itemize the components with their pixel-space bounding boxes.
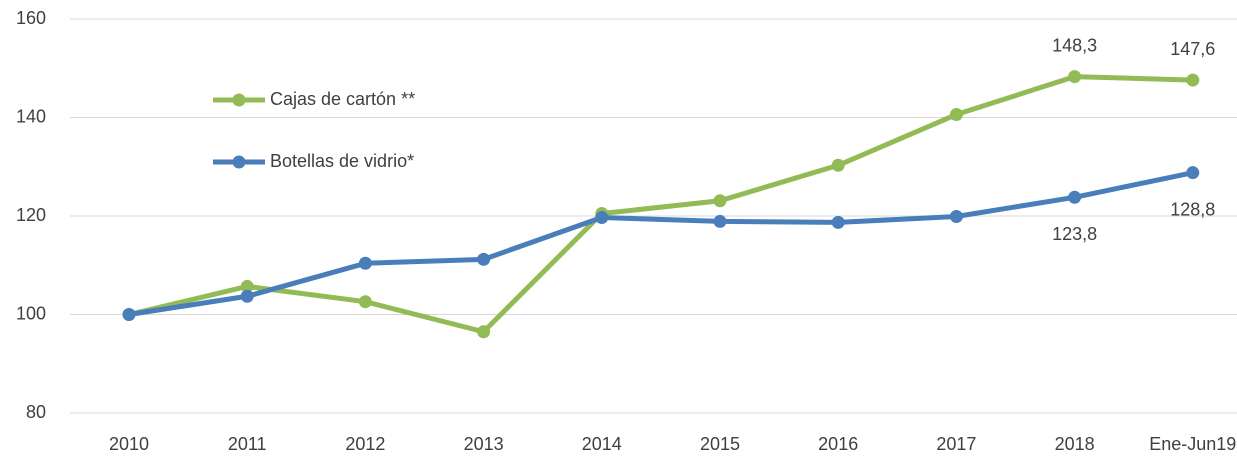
data-point: [240, 289, 254, 303]
legend-label: Cajas de cartón **: [270, 89, 415, 109]
data-point: [713, 214, 727, 228]
series-line: [128, 74, 1193, 335]
y-tick-label: 100: [16, 303, 46, 323]
x-tick-label: 2014: [582, 434, 622, 454]
data-point: [477, 252, 491, 266]
x-tick-label: 2011: [228, 434, 267, 454]
data-point: [1068, 70, 1082, 84]
x-tick-label: Ene-Jun19: [1149, 434, 1236, 454]
x-tick-label: 2016: [818, 434, 858, 454]
legend-marker: [232, 155, 246, 169]
y-tick-label: 160: [16, 8, 46, 28]
data-point: [1186, 73, 1200, 87]
y-tick-label: 140: [16, 106, 46, 126]
legend-marker: [232, 93, 246, 107]
y-tick-label: 120: [16, 205, 46, 225]
x-tick-label: 2012: [345, 434, 385, 454]
data-label: 147,6: [1170, 39, 1215, 59]
data-point: [713, 194, 727, 208]
data-point: [358, 295, 372, 309]
data-point: [122, 308, 136, 321]
data-point: [949, 209, 963, 223]
x-tick-label: 2015: [700, 434, 740, 454]
data-point: [240, 279, 254, 293]
x-tick-label: 2010: [109, 434, 149, 454]
data-point: [358, 256, 372, 270]
data-label: 148,3: [1052, 35, 1097, 55]
legend-label: Botellas de vidrio*: [270, 151, 414, 171]
data-point: [595, 210, 609, 224]
series-line: [128, 170, 1194, 317]
x-tick-label: 2018: [1055, 434, 1095, 454]
data-point: [949, 108, 963, 122]
data-point: [831, 215, 845, 229]
x-tick-label: 2013: [464, 434, 504, 454]
data-point: [1068, 190, 1082, 204]
data-label: 123,8: [1052, 224, 1097, 244]
data-point: [1186, 166, 1200, 180]
data-point: [831, 158, 845, 172]
data-point: [477, 325, 491, 339]
data-label: 128,8: [1170, 199, 1215, 219]
x-tick-label: 2017: [936, 434, 976, 454]
y-tick-label: 80: [26, 402, 46, 422]
